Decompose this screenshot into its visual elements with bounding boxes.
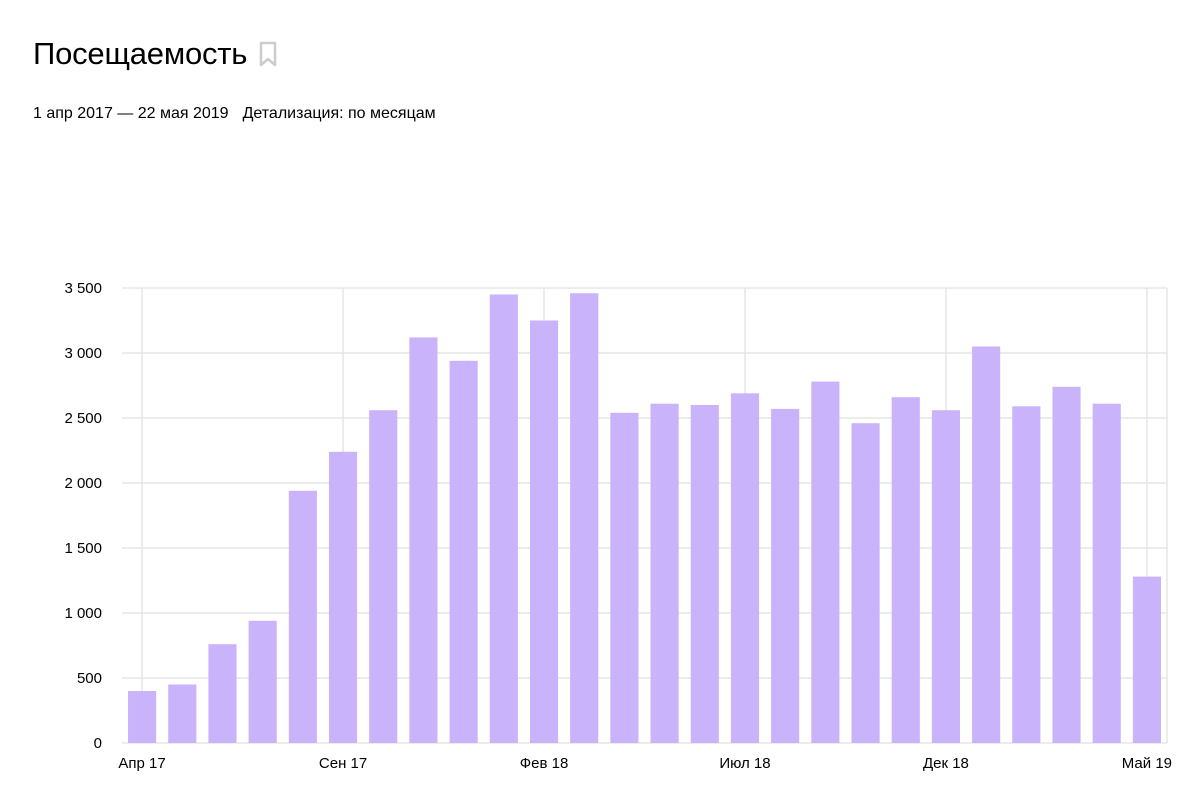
y-tick-label: 3 500 <box>64 280 102 297</box>
x-tick-label: Сен 17 <box>319 755 367 772</box>
period-info: 1 апр 2017 — 22 мая 2019 Детализация: по … <box>33 104 436 124</box>
x-tick-label: Фев 18 <box>520 755 569 772</box>
bar <box>650 403 679 743</box>
bar <box>1052 386 1081 743</box>
x-tick-label: Апр 17 <box>118 755 165 772</box>
x-tick-label: Май 19 <box>1122 755 1172 772</box>
y-tick-label: 1 500 <box>64 540 102 557</box>
bar <box>1132 576 1161 743</box>
bar <box>972 346 1001 743</box>
x-tick-label: Дек 18 <box>923 755 969 772</box>
bar <box>369 410 398 743</box>
bar <box>168 684 197 743</box>
bar <box>288 490 317 743</box>
x-tick-label: Июл 18 <box>719 755 770 772</box>
bar <box>851 423 880 743</box>
bar <box>1012 406 1041 743</box>
date-range[interactable]: 1 апр 2017 — 22 мая 2019 <box>33 105 229 122</box>
bar <box>489 294 518 743</box>
bar <box>529 320 559 743</box>
bar <box>811 381 840 743</box>
bar <box>690 405 719 743</box>
bar <box>128 691 157 743</box>
page-title: Посещаемость <box>33 36 248 71</box>
y-tick-label: 3 000 <box>64 345 102 362</box>
detail-label[interactable]: Детализация: по месяцам <box>242 105 436 122</box>
bar <box>449 360 478 743</box>
bar <box>570 293 599 743</box>
y-tick-label: 500 <box>77 670 102 687</box>
bar <box>208 644 237 743</box>
bar <box>1092 403 1121 743</box>
bar <box>610 412 639 743</box>
bar <box>931 410 961 743</box>
y-tick-label: 1 000 <box>64 605 102 622</box>
y-tick-label: 0 <box>94 735 102 752</box>
bar <box>248 620 277 743</box>
y-tick-label: 2 000 <box>64 475 102 492</box>
bar <box>328 451 358 743</box>
bar <box>409 337 438 743</box>
bar <box>730 393 760 743</box>
chart-header: Посещаемость <box>33 36 277 72</box>
bar <box>891 397 920 743</box>
y-tick-label: 2 500 <box>64 410 102 427</box>
bar <box>771 408 800 743</box>
bookmark-icon[interactable] <box>259 41 277 67</box>
